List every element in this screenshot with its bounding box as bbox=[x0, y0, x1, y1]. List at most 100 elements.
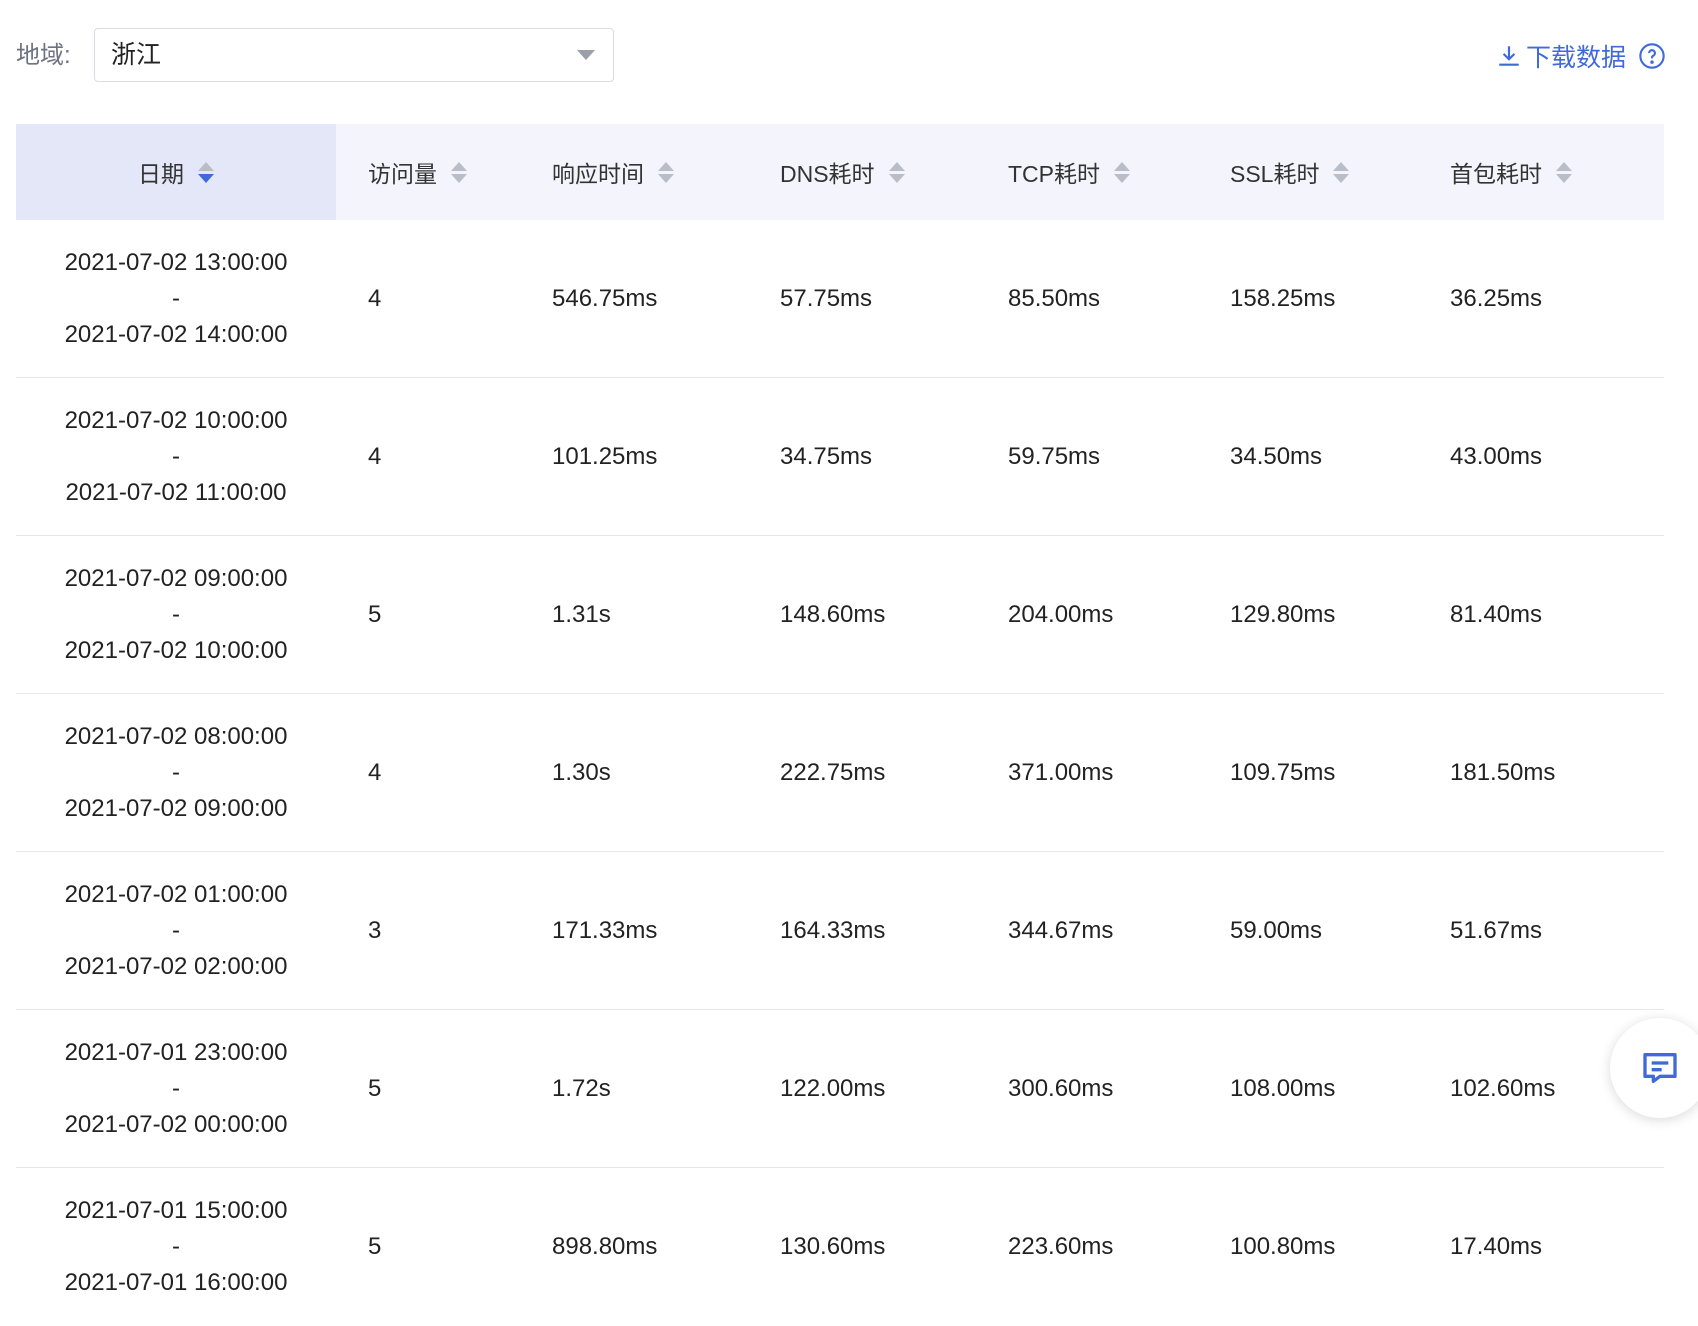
dns-cell: 34.75ms bbox=[780, 442, 873, 470]
date-separator: - bbox=[172, 758, 180, 786]
first-packet-cell: 36.25ms bbox=[1450, 284, 1543, 312]
date-cell: 2021-07-02 13:00:00 - 2021-07-02 14:00:0… bbox=[16, 220, 336, 377]
date-end: 2021-07-02 00:00:00 bbox=[64, 1110, 288, 1138]
tcp-cell: 344.67ms bbox=[1008, 916, 1114, 944]
download-icon bbox=[1499, 46, 1519, 66]
date-cell: 2021-07-01 15:00:00 - 2021-07-01 16:00:0… bbox=[16, 1168, 336, 1326]
date-end: 2021-07-02 10:00:00 bbox=[64, 636, 288, 664]
tcp-cell: 300.60ms bbox=[1008, 1074, 1114, 1102]
tcp-cell: 59.75ms bbox=[1008, 442, 1101, 470]
response-cell: 1.30s bbox=[552, 758, 611, 786]
region-select[interactable]: 浙江 bbox=[94, 28, 614, 82]
table-row: 2021-07-02 08:00:00 - 2021-07-02 09:00:0… bbox=[16, 694, 1664, 852]
response-cell: 1.31s bbox=[552, 600, 611, 628]
column-header-ssl[interactable]: SSL耗时 bbox=[1216, 124, 1436, 220]
first-packet-cell: 181.50ms bbox=[1450, 758, 1556, 786]
date-separator: - bbox=[172, 1233, 180, 1260]
column-header-date[interactable]: 日期 bbox=[16, 124, 336, 220]
sort-icon bbox=[658, 161, 674, 183]
column-header-first-packet[interactable]: 首包耗时 bbox=[1436, 124, 1664, 220]
date-separator: - bbox=[172, 600, 180, 628]
visits-cell: 5 bbox=[368, 1233, 382, 1260]
column-header-response[interactable]: 响应时间 bbox=[536, 124, 764, 220]
visits-cell: 4 bbox=[368, 758, 382, 786]
tcp-cell: 371.00ms bbox=[1008, 758, 1114, 786]
region-label: 地域: bbox=[16, 42, 71, 69]
visits-cell: 4 bbox=[368, 284, 382, 312]
response-cell: 171.33ms bbox=[552, 916, 658, 944]
dns-cell: 57.75ms bbox=[780, 284, 873, 312]
table-header: 日期 访问量 响应时间 DNS耗时 TCP耗时 SSL耗时 首包耗时 bbox=[16, 124, 1664, 220]
dns-cell: 164.33ms bbox=[780, 916, 886, 944]
date-end: 2021-07-01 16:00:00 bbox=[64, 1269, 288, 1296]
ssl-cell: 59.00ms bbox=[1230, 916, 1323, 944]
ssl-cell: 109.75ms bbox=[1230, 758, 1336, 786]
column-header-label: 日期 bbox=[138, 161, 184, 187]
date-end: 2021-07-02 14:00:00 bbox=[64, 320, 288, 348]
help-circle-icon[interactable] bbox=[1638, 42, 1666, 70]
table-row: 2021-07-02 10:00:00 - 2021-07-02 11:00:0… bbox=[16, 378, 1664, 536]
response-cell: 1.72s bbox=[552, 1074, 611, 1102]
date-separator: - bbox=[172, 1074, 180, 1102]
column-header-label: 访问量 bbox=[368, 161, 437, 187]
column-header-label: 响应时间 bbox=[552, 161, 644, 187]
date-separator: - bbox=[172, 916, 180, 944]
tcp-cell: 223.60ms bbox=[1008, 1233, 1114, 1260]
chevron-down-icon bbox=[577, 50, 595, 60]
column-header-label: DNS耗时 bbox=[780, 161, 875, 187]
column-header-tcp[interactable]: TCP耗时 bbox=[992, 124, 1216, 220]
date-start: 2021-07-02 09:00:00 bbox=[64, 564, 288, 592]
sort-icon bbox=[888, 161, 905, 183]
download-data-label: 下载数据 bbox=[1525, 44, 1626, 72]
download-data-link[interactable]: 下载数据 bbox=[1496, 36, 1666, 76]
table-row: 2021-07-02 09:00:00 - 2021-07-02 10:00:0… bbox=[16, 536, 1664, 694]
table-row: 2021-07-01 15:00:00 - 2021-07-01 16:00:0… bbox=[16, 1168, 1664, 1326]
chat-feedback-icon bbox=[1643, 1053, 1677, 1083]
column-header-visits[interactable]: 访问量 bbox=[336, 124, 536, 220]
date-end: 2021-07-02 02:00:00 bbox=[64, 952, 288, 980]
first-packet-cell: 81.40ms bbox=[1450, 600, 1543, 628]
column-header-label: SSL耗时 bbox=[1230, 161, 1320, 187]
dns-cell: 130.60ms bbox=[780, 1233, 886, 1260]
table-body: 2021-07-02 13:00:00 - 2021-07-02 14:00:0… bbox=[16, 220, 1664, 1326]
toolbar: 地域: 浙江 下载数据 bbox=[0, 0, 1698, 110]
date-separator: - bbox=[172, 442, 180, 470]
date-start: 2021-07-01 23:00:00 bbox=[64, 1038, 288, 1066]
response-cell: 546.75ms bbox=[552, 284, 658, 312]
tcp-cell: 85.50ms bbox=[1008, 284, 1101, 312]
column-header-label: TCP耗时 bbox=[1008, 161, 1100, 187]
visits-cell: 4 bbox=[368, 442, 382, 470]
first-packet-cell: 51.67ms bbox=[1450, 916, 1543, 944]
date-end: 2021-07-02 11:00:00 bbox=[65, 478, 287, 506]
date-cell: 2021-07-02 08:00:00 - 2021-07-02 09:00:0… bbox=[16, 694, 336, 851]
column-header-label: 首包耗时 bbox=[1450, 161, 1542, 187]
date-start: 2021-07-01 15:00:00 bbox=[64, 1197, 288, 1224]
table-row: 2021-07-02 01:00:00 - 2021-07-02 02:00:0… bbox=[16, 852, 1664, 1010]
sort-icon bbox=[451, 161, 467, 183]
dns-cell: 122.00ms bbox=[780, 1074, 886, 1102]
visits-cell: 5 bbox=[368, 1074, 382, 1102]
visits-cell: 3 bbox=[368, 916, 382, 944]
ssl-cell: 100.80ms bbox=[1230, 1233, 1336, 1260]
sort-icon bbox=[1114, 161, 1130, 183]
stats-table: 日期 访问量 响应时间 DNS耗时 TCP耗时 SSL耗时 首包耗时 bbox=[16, 124, 1664, 1326]
feedback-button[interactable] bbox=[1610, 1018, 1698, 1118]
date-cell: 2021-07-02 10:00:00 - 2021-07-02 11:00:0… bbox=[16, 378, 336, 535]
ssl-cell: 108.00ms bbox=[1230, 1074, 1336, 1102]
dns-cell: 222.75ms bbox=[780, 758, 886, 786]
visits-cell: 5 bbox=[368, 600, 382, 628]
response-cell: 898.80ms bbox=[552, 1233, 658, 1260]
date-start: 2021-07-02 10:00:00 bbox=[64, 406, 288, 434]
response-cell: 101.25ms bbox=[552, 442, 658, 470]
table-row: 2021-07-02 13:00:00 - 2021-07-02 14:00:0… bbox=[16, 220, 1664, 378]
date-end: 2021-07-02 09:00:00 bbox=[64, 794, 288, 822]
first-packet-cell: 102.60ms bbox=[1450, 1074, 1556, 1102]
first-packet-cell: 43.00ms bbox=[1450, 442, 1543, 470]
sort-icon bbox=[1556, 161, 1572, 183]
tcp-cell: 204.00ms bbox=[1008, 600, 1114, 628]
column-header-dns[interactable]: DNS耗时 bbox=[764, 124, 992, 220]
date-start: 2021-07-02 13:00:00 bbox=[64, 248, 288, 276]
ssl-cell: 158.25ms bbox=[1230, 284, 1336, 312]
ssl-cell: 34.50ms bbox=[1230, 442, 1323, 470]
sort-icon bbox=[198, 161, 214, 183]
